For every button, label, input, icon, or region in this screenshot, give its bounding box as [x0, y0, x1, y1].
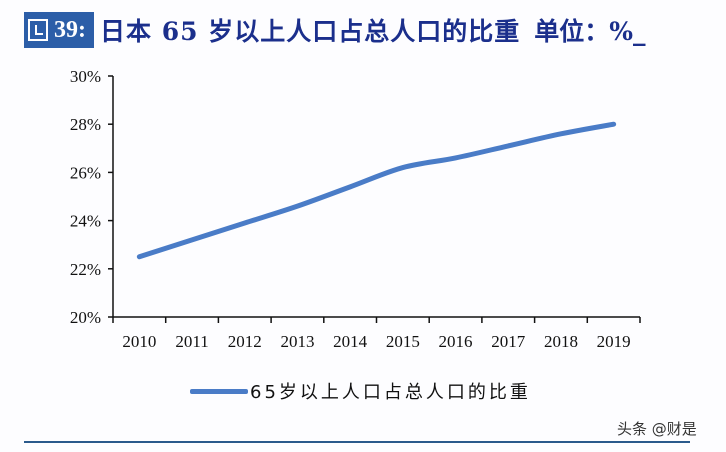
- x-tick-label: 2010: [122, 332, 156, 351]
- x-tick-label: 2013: [280, 332, 314, 351]
- x-tick-label: 2017: [491, 332, 526, 351]
- y-tick-label: 28%: [70, 115, 101, 134]
- y-tick-label: 22%: [70, 260, 101, 279]
- y-axis-ticks: 20% 22% 24% 26% 28% 30%: [70, 67, 113, 327]
- chart-axes: [112, 76, 640, 318]
- x-tick-label: 2019: [597, 332, 631, 351]
- x-tick-label: 2018: [544, 332, 578, 351]
- x-tick-label: 2011: [175, 332, 208, 351]
- chart-title: 日本 65 岁以上人口占总人口的比重: [100, 17, 521, 46]
- y-tick-label: 20%: [70, 308, 101, 327]
- legend-label: 65岁以上人口占总人口的比重: [250, 382, 531, 403]
- legend-swatch: [190, 388, 248, 394]
- x-axis-ticks: 2010 2011 2012 2013 2014 2015 2016 2017 2018 2019: [112, 317, 641, 351]
- series-line: [136, 121, 617, 260]
- x-tick-label: 2012: [228, 332, 262, 351]
- x-tick-label: 2014: [333, 332, 368, 351]
- figure-icon: [28, 19, 48, 41]
- x-tick-label: 2015: [386, 332, 420, 351]
- chart-title-row: 39: 日本 65 岁以上人口占总人口的比重 单位：%_: [24, 12, 645, 48]
- chart-legend: 65岁以上人口占总人口的比重: [190, 378, 531, 404]
- chart-unit: 单位：%_: [534, 17, 646, 46]
- figure-number: 39:: [54, 16, 86, 43]
- watermark: 头条 @财是: [617, 420, 697, 438]
- bottom-divider: [24, 441, 690, 443]
- y-tick-label: 24%: [70, 212, 101, 231]
- figure-badge: 39:: [24, 12, 94, 48]
- x-tick-label: 2016: [439, 332, 473, 351]
- y-tick-label: 26%: [70, 163, 101, 182]
- y-tick-label: 30%: [70, 67, 101, 86]
